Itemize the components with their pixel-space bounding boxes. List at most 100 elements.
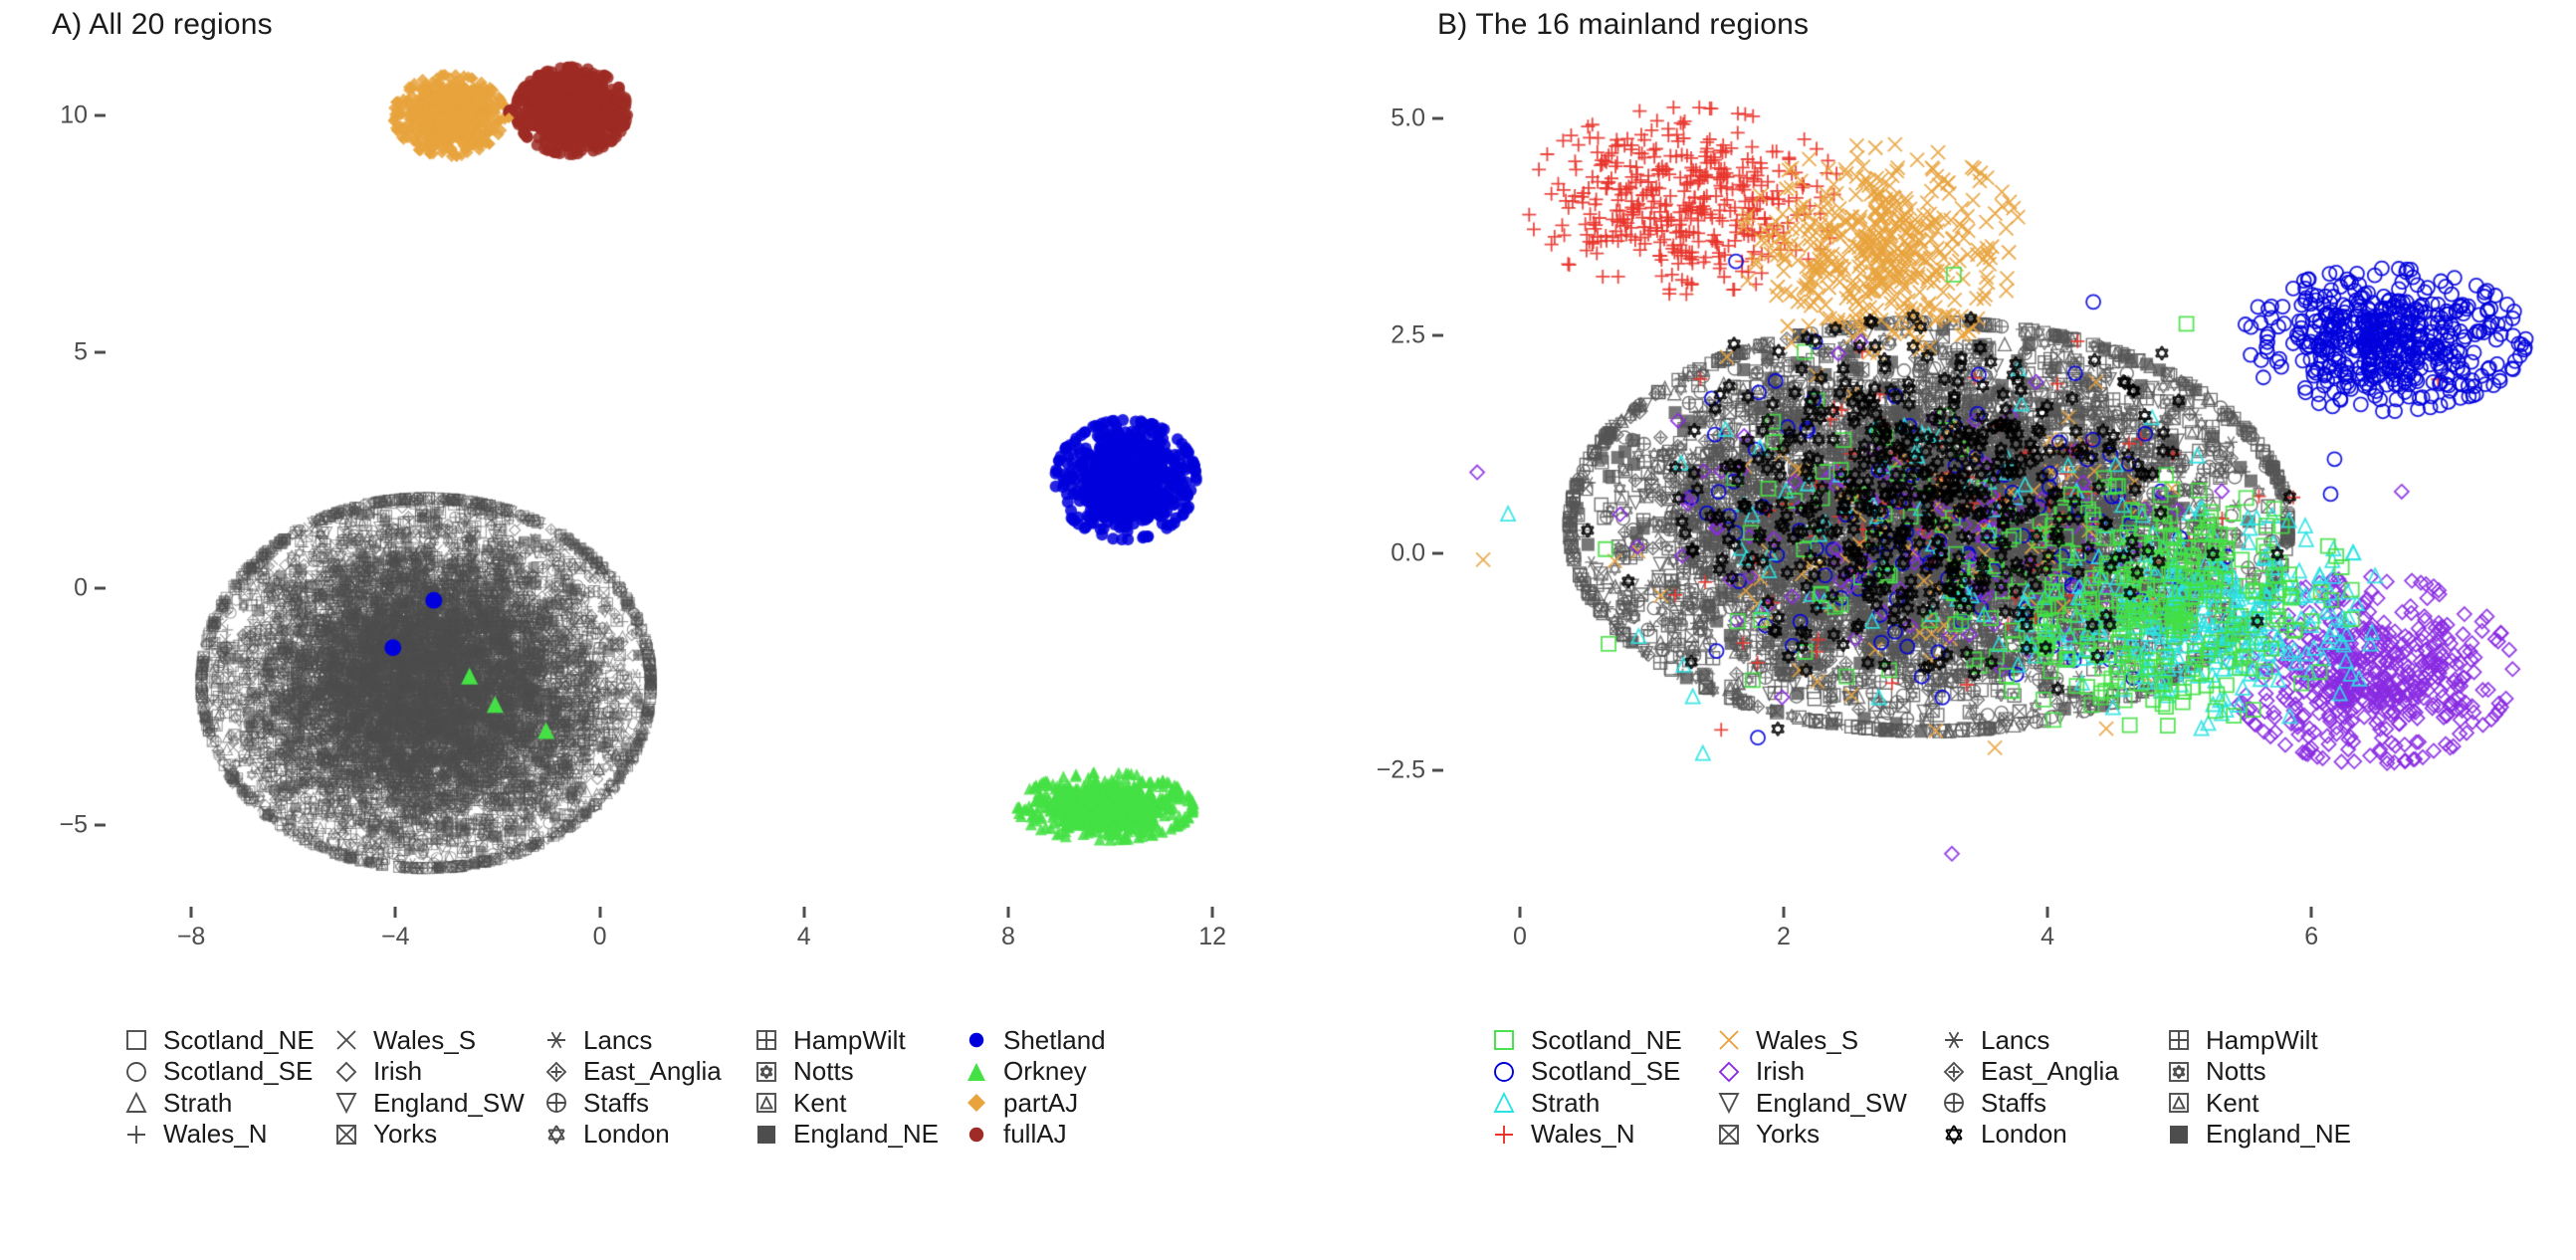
legend-item[interactable]: London	[1937, 1118, 2067, 1152]
legend-item[interactable]: Strath	[1487, 1086, 1600, 1120]
legend-item-label: Staffs	[1981, 1087, 2047, 1118]
y-tick-label: 0.0	[1391, 538, 1425, 566]
panel-b-title: B) The 16 mainland regions	[1437, 8, 1810, 41]
legend-item-label: fullAJ	[1003, 1119, 1067, 1149]
legend-item[interactable]: England_NE	[2162, 1118, 2351, 1152]
filled-diamond-icon	[960, 1086, 993, 1120]
legend-item[interactable]: England_NE	[750, 1118, 939, 1152]
x-icon	[1712, 1023, 1746, 1057]
legend-item[interactable]: HampWilt	[750, 1023, 906, 1057]
legend-item-label: Notts	[793, 1056, 854, 1086]
legend-item-label: HampWilt	[2206, 1024, 2318, 1055]
legend-item[interactable]: Scotland_SE	[119, 1055, 313, 1089]
legend-item-label: East_Anglia	[583, 1056, 722, 1086]
legend-item-label: England_NE	[2206, 1119, 2351, 1149]
legend-item[interactable]: Orkney	[960, 1055, 1087, 1089]
legend-item-label: partAJ	[1003, 1087, 1079, 1118]
x-tick-label: 0	[1512, 923, 1527, 950]
x-tick-mark	[598, 907, 602, 918]
open-diamond-icon	[1712, 1055, 1746, 1089]
legend-item-label: East_Anglia	[1981, 1056, 2119, 1086]
panel-a-title: A) All 20 regions	[52, 8, 273, 41]
y-tick-mark	[1432, 333, 1443, 337]
legend-item[interactable]: fullAJ	[960, 1118, 1067, 1152]
legend-item[interactable]: Kent	[2162, 1086, 2259, 1120]
legend-item-label: Scotland_SE	[163, 1056, 314, 1086]
legend-item[interactable]: Wales_N	[1487, 1118, 1635, 1152]
legend-item[interactable]: England_SW	[329, 1086, 525, 1120]
square-plus-icon	[2162, 1023, 2196, 1057]
y-tick-label: 5.0	[1391, 104, 1425, 132]
circle-plus-icon	[1937, 1086, 1971, 1120]
x-tick-mark	[802, 907, 806, 918]
legend-item-label: Scotland_SE	[1531, 1056, 1681, 1086]
legend-item[interactable]: Shetland	[960, 1023, 1106, 1057]
x-tick-mark	[393, 907, 397, 918]
panel-b: B) The 16 mainland regions 5.0 2.5 0.0 −2.5…	[1288, 0, 2576, 1260]
legend-item[interactable]: Wales_N	[119, 1118, 268, 1152]
square-x-icon	[329, 1118, 363, 1152]
legend-item-label: Yorks	[373, 1119, 438, 1149]
x-tick-mark	[1210, 907, 1214, 918]
filled-triangle-icon	[960, 1055, 993, 1089]
down-triangle-icon	[1712, 1086, 1746, 1120]
down-triangle-icon	[329, 1086, 363, 1120]
plus-icon	[1487, 1118, 1521, 1152]
legend-item-label: Yorks	[1756, 1119, 1821, 1149]
legend-item[interactable]: Strath	[119, 1086, 232, 1120]
y-tick-label: 2.5	[1391, 320, 1425, 349]
legend-item[interactable]: East_Anglia	[539, 1055, 722, 1089]
x-tick-mark	[2045, 907, 2049, 918]
legend-item[interactable]: HampWilt	[2162, 1023, 2318, 1057]
legend-item-label: Orkney	[1003, 1056, 1087, 1086]
legend-item[interactable]: England_SW	[1712, 1086, 1907, 1120]
legend-item[interactable]: Notts	[750, 1055, 854, 1089]
panel-a-scatter-canvas	[109, 40, 1284, 901]
legend-item-label: Notts	[2206, 1056, 2266, 1086]
legend-item[interactable]: London	[539, 1118, 670, 1152]
legend-item[interactable]: partAJ	[960, 1086, 1078, 1120]
open-circle-icon	[1487, 1055, 1521, 1089]
legend-item[interactable]: Staffs	[1937, 1086, 2046, 1120]
x-tick-label: 2	[1777, 923, 1791, 950]
y-tick-label: −2.5	[1376, 755, 1425, 784]
legend-item[interactable]: Scotland_NE	[119, 1023, 315, 1057]
x-tick-mark	[189, 907, 193, 918]
legend-item-label: Strath	[1531, 1087, 1601, 1118]
legend-item[interactable]: Notts	[2162, 1055, 2266, 1089]
y-tick-label: 0	[74, 573, 88, 602]
y-tick-label: −5	[59, 810, 88, 839]
x-tick-mark	[1518, 907, 1522, 918]
square-triangle-icon	[2162, 1086, 2196, 1120]
legend-item[interactable]: Yorks	[1712, 1118, 1820, 1152]
x-tick-label: 0	[592, 923, 607, 950]
legend-item[interactable]: Wales_S	[329, 1023, 476, 1057]
panel-a: A) All 20 regions 10 5 0 −5 −8 −4 0 4 8 12 Scotl…	[52, 8, 1284, 1152]
legend-item[interactable]: Scotland_SE	[1487, 1055, 1680, 1089]
legend-item-label: Wales_S	[1756, 1024, 1859, 1055]
legend-item-label: Wales_N	[163, 1119, 268, 1149]
legend-item-label: London	[583, 1119, 670, 1149]
y-tick-mark	[1432, 116, 1443, 120]
x-icon	[329, 1023, 363, 1057]
legend-item[interactable]: Lancs	[1937, 1023, 2049, 1057]
legend-item[interactable]: Kent	[750, 1086, 847, 1120]
legend-item[interactable]: Irish	[329, 1055, 422, 1089]
legend-item[interactable]: Scotland_NE	[1487, 1023, 1682, 1057]
x-tick-label: 8	[1001, 923, 1015, 950]
square-plus-icon	[750, 1023, 783, 1057]
panel-b-scatter-canvas	[1447, 40, 2562, 901]
legend-item-label: Wales_S	[373, 1024, 477, 1055]
legend-item[interactable]: East_Anglia	[1937, 1055, 2119, 1089]
legend-item[interactable]: Wales_S	[1712, 1023, 1858, 1057]
legend-item[interactable]: Yorks	[329, 1118, 437, 1152]
legend-item[interactable]: Staffs	[539, 1086, 649, 1120]
legend-item[interactable]: Irish	[1712, 1055, 1805, 1089]
x-tick-label: 6	[2304, 923, 2319, 950]
legend-item-label: Staffs	[583, 1087, 650, 1118]
x-tick-label: 4	[2040, 923, 2055, 950]
y-tick-mark	[95, 113, 106, 117]
legend-item-label: Irish	[373, 1056, 423, 1086]
legend-item[interactable]: Lancs	[539, 1023, 652, 1057]
